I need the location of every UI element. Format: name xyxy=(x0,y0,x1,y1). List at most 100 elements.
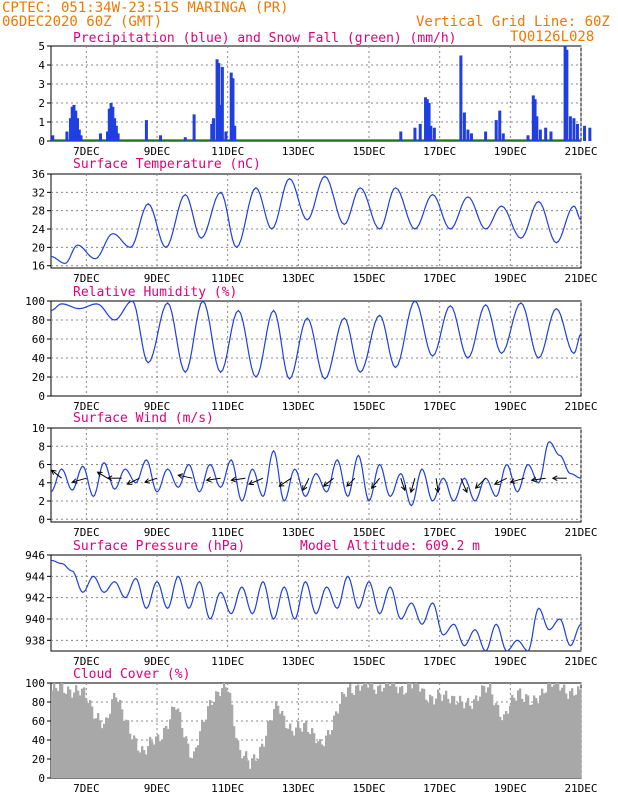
cloud-bar xyxy=(555,683,558,778)
cloud-bar xyxy=(423,688,426,778)
x-tick-label: 11DEC xyxy=(211,145,244,158)
cloud-bar xyxy=(267,721,270,778)
cloud-bar xyxy=(453,696,456,778)
cloud-bar xyxy=(451,695,454,778)
cloud-bar xyxy=(277,705,280,778)
series-line xyxy=(50,300,582,380)
precip-bar xyxy=(144,120,148,141)
cloud-bar xyxy=(467,698,470,778)
precip-bar xyxy=(229,72,233,141)
y-tick-label: 60 xyxy=(32,333,45,346)
precip-bar xyxy=(563,46,567,141)
precip-bar xyxy=(233,125,237,141)
cloud-bar xyxy=(147,746,150,778)
cloud-bar xyxy=(191,759,194,778)
cloud-bar xyxy=(183,737,186,778)
wind-arrow-head xyxy=(205,476,212,483)
cloud-bar xyxy=(509,705,512,778)
y-tick-label: 60 xyxy=(32,715,45,728)
wind-arrow-head xyxy=(126,479,133,485)
precip-bar xyxy=(65,131,69,141)
x-tick-label: 7DEC xyxy=(73,655,100,668)
cloud-bar xyxy=(403,694,406,778)
cloud-bar xyxy=(223,683,226,778)
wind-arrow xyxy=(231,477,246,481)
cloud-bar xyxy=(271,720,274,778)
series-line xyxy=(50,440,582,507)
cloud-bar xyxy=(209,699,212,778)
precip-bar xyxy=(219,104,223,141)
wind-arrow xyxy=(278,477,292,487)
precip-bar xyxy=(427,103,431,141)
cloud-bar xyxy=(443,694,446,778)
wind-arrow-head xyxy=(434,487,441,494)
precip-bar xyxy=(215,59,219,141)
cloud-bar xyxy=(501,720,504,778)
cloud-bar xyxy=(303,723,306,778)
cloud-bar xyxy=(445,690,448,778)
y-tick-label: 10 xyxy=(32,422,45,435)
cloud-bar xyxy=(143,750,146,778)
x-tick-label: 9DEC xyxy=(144,145,171,158)
wind-arrow-head xyxy=(278,481,285,487)
cloud-bar xyxy=(373,689,376,778)
cloud-bar xyxy=(487,687,490,778)
cloud-bar xyxy=(339,703,342,778)
cloud-bar xyxy=(133,735,136,778)
cloud-bar xyxy=(343,694,346,778)
cloud-bar xyxy=(235,737,238,778)
cloud-bar xyxy=(185,736,188,778)
y-tick-label: 28 xyxy=(32,205,45,218)
cloud-bar xyxy=(173,707,176,778)
cloud-bar xyxy=(61,683,64,778)
cloud-bar xyxy=(201,719,204,778)
x-tick-label: 15DEC xyxy=(352,782,385,795)
cloud-bar xyxy=(409,683,412,778)
wind-arrow-head xyxy=(302,485,308,492)
cloud-bar xyxy=(83,687,86,778)
x-tick-label: 13DEC xyxy=(282,400,315,413)
cloud-bar xyxy=(281,710,284,778)
wind-arrow-head xyxy=(551,475,558,482)
cloud-bar xyxy=(575,694,578,778)
cloud-bar xyxy=(425,699,428,778)
cloud-bar xyxy=(491,694,494,778)
x-tick-label: 21DEC xyxy=(564,655,597,668)
y-tick-label: 2 xyxy=(38,97,45,110)
cloud-bar xyxy=(471,708,474,778)
cloud-bar xyxy=(475,695,478,778)
header: CPTEC: 051:34W-23:51S MARINGA (PR) 06DEC… xyxy=(0,0,618,48)
cloud-bar xyxy=(299,728,302,778)
cloud-bar xyxy=(269,719,272,778)
wind-arrow-head xyxy=(474,483,481,489)
cloud-bar xyxy=(459,695,462,778)
cloud-bar xyxy=(579,689,582,778)
precip-bar xyxy=(159,135,163,141)
precip-bar xyxy=(498,110,502,141)
panel-5: 0 20 40 60 80 100 7DEC 9DEC 11DEC 13DEC 15DEC 17DEC… xyxy=(25,667,597,795)
x-tick-label: 9DEC xyxy=(144,400,171,413)
precip-bar xyxy=(484,131,488,141)
cloud-bar xyxy=(461,701,464,778)
cloud-bar xyxy=(549,683,552,778)
cloud-bar xyxy=(305,720,308,778)
cloud-bar xyxy=(309,734,312,778)
cloud-bar xyxy=(127,720,130,778)
precip-bar xyxy=(549,131,553,141)
panel-2: 0 20 40 60 80 100 7DEC 9DEC 11DEC 13DEC 15DEC 17DEC… xyxy=(25,285,597,413)
cloud-bar xyxy=(323,746,326,778)
precip-bar xyxy=(76,118,79,141)
cloud-bar xyxy=(261,743,264,778)
cloud-bar xyxy=(437,689,440,778)
cloud-bar xyxy=(483,686,486,778)
cloud-bar xyxy=(229,692,232,778)
precip-bar xyxy=(77,129,81,141)
wind-arrow-head xyxy=(370,483,377,490)
cloud-bar xyxy=(567,698,570,778)
wind-arrow xyxy=(510,477,525,483)
cloud-bar xyxy=(193,751,196,778)
cloud-bar xyxy=(411,688,414,778)
precip-bar xyxy=(113,118,117,141)
wind-arrow-head xyxy=(400,485,407,492)
cloud-bar xyxy=(285,728,288,778)
